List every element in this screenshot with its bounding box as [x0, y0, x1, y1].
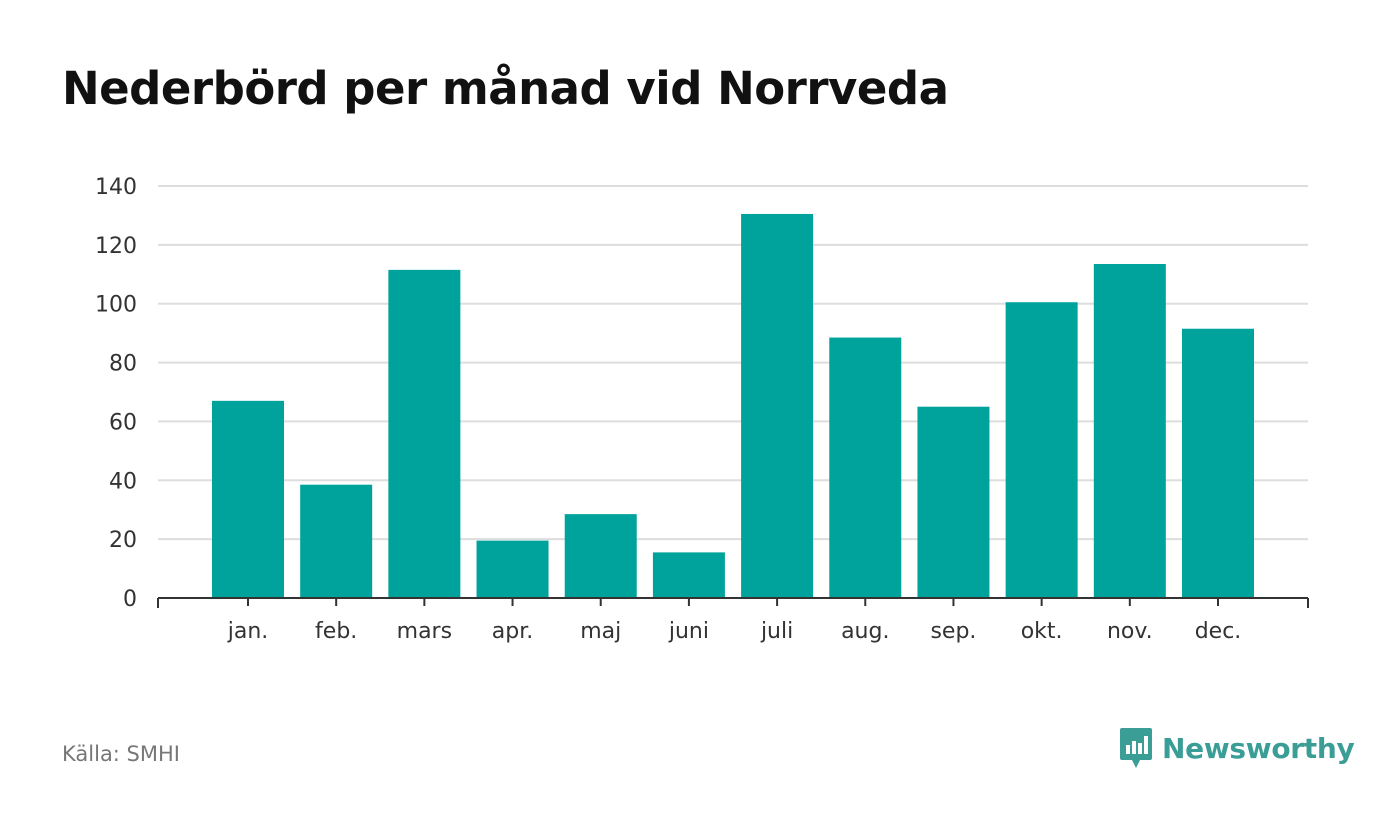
x-tick-label: apr.	[492, 619, 533, 644]
bar	[917, 406, 990, 598]
x-tick-label: nov.	[1107, 619, 1153, 644]
y-tick-label: 60	[109, 410, 137, 435]
x-tick-label: sep.	[930, 619, 976, 644]
y-tick-label: 120	[95, 234, 137, 259]
x-tick-label: dec.	[1195, 619, 1242, 644]
bar	[829, 337, 902, 598]
x-tick-label: mars	[397, 619, 452, 644]
source-note: Källa: SMHI	[62, 742, 180, 766]
bar	[212, 400, 284, 598]
x-tick-label: aug.	[841, 619, 889, 644]
bar	[388, 269, 461, 598]
bar	[300, 484, 373, 598]
bar	[564, 514, 637, 598]
y-tick-label: 40	[109, 469, 137, 494]
bar	[476, 540, 549, 598]
brand-logo: Newsworthy	[1118, 726, 1355, 770]
y-tick-label: 80	[109, 352, 137, 377]
bar	[741, 213, 814, 598]
y-tick-label: 100	[95, 293, 137, 318]
y-tick-label: 140	[95, 175, 137, 200]
bar	[1182, 328, 1254, 598]
bar	[652, 552, 725, 598]
x-tick-label: jan.	[227, 619, 269, 644]
newsworthy-logo-icon	[1120, 728, 1152, 768]
bar	[1093, 263, 1166, 598]
y-tick-label: 20	[109, 528, 137, 553]
x-tick-label: okt.	[1021, 619, 1063, 644]
x-tick-label: feb.	[315, 619, 357, 644]
x-tick-label: juni	[668, 619, 709, 644]
chart-title: Nederbörd per månad vid Norrveda	[62, 62, 949, 115]
bar	[1005, 302, 1078, 598]
x-tick-label: juli	[760, 619, 793, 644]
brand-name: Newsworthy	[1162, 731, 1355, 765]
y-tick-label: 0	[123, 587, 137, 612]
x-tick-label: maj	[580, 619, 621, 644]
